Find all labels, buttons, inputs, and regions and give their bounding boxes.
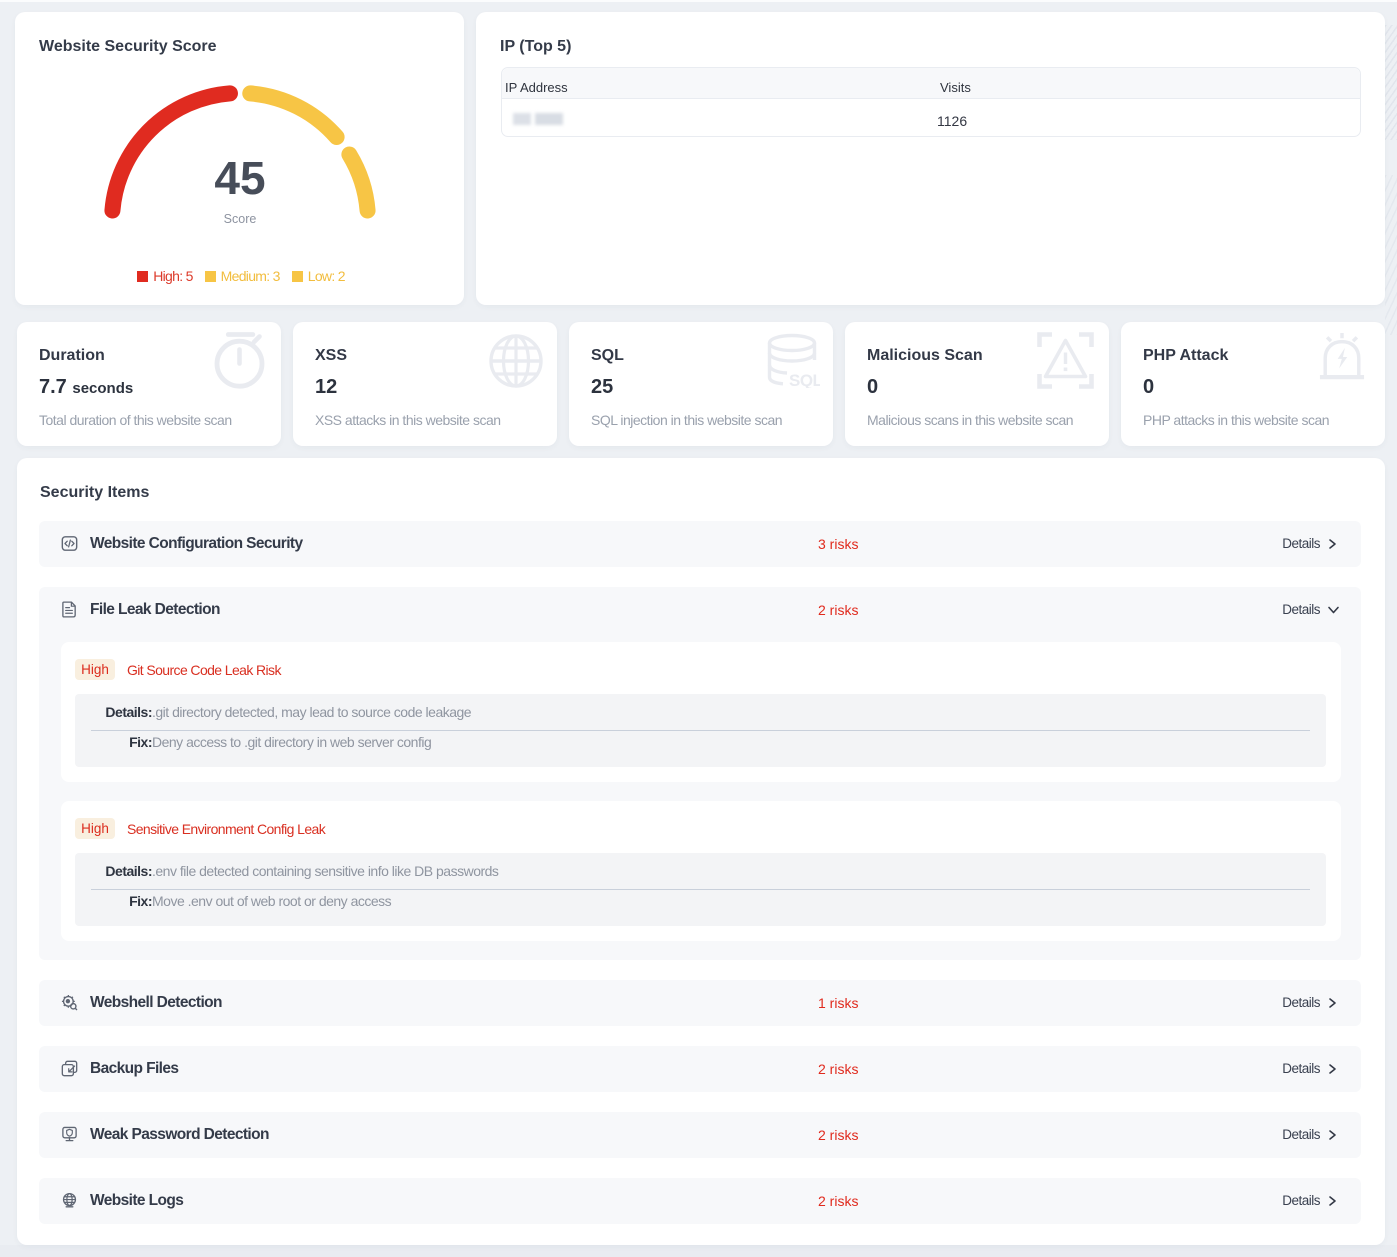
svg-text:SQL: SQL xyxy=(789,371,820,388)
